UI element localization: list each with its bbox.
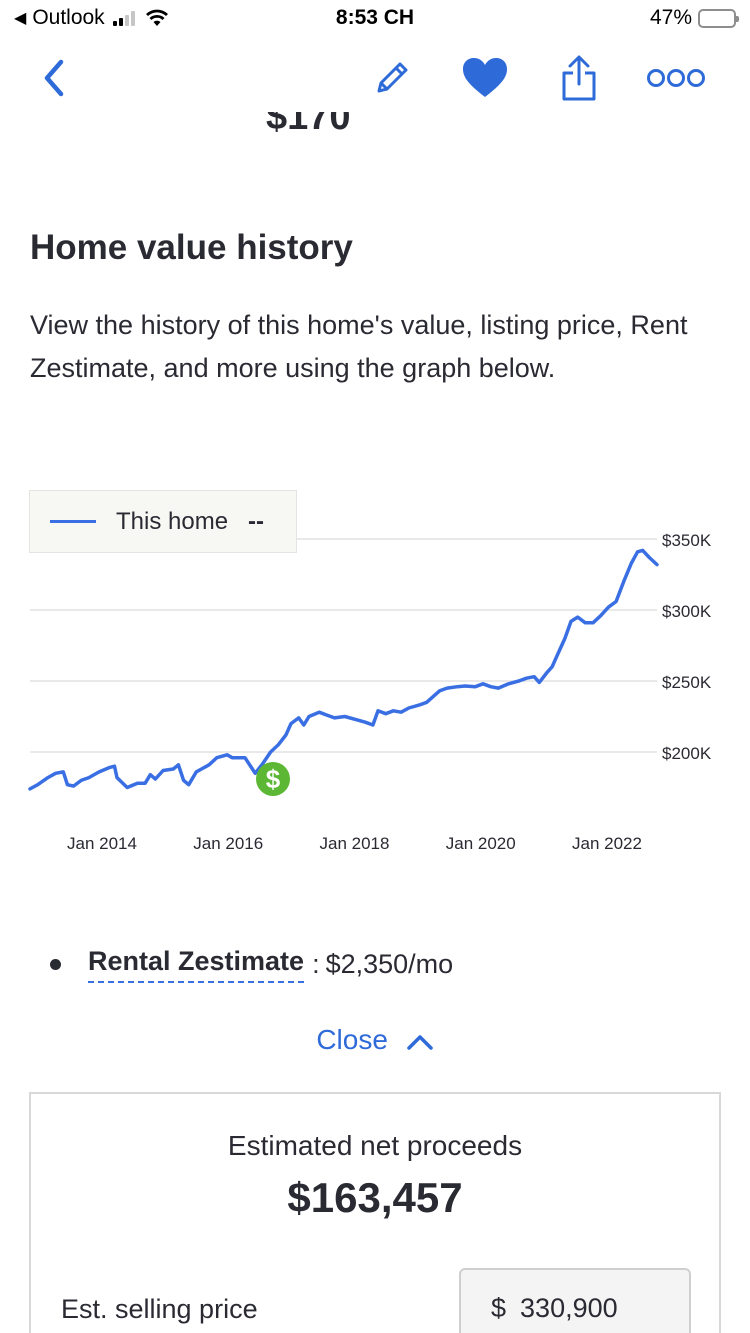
chevron-left-icon xyxy=(44,59,64,97)
x-tick-label: Jan 2014 xyxy=(67,834,137,853)
selling-price-value: 330,900 xyxy=(520,1292,618,1323)
edit-button[interactable] xyxy=(366,52,418,104)
close-label: Close xyxy=(316,1024,388,1055)
net-proceeds-value: $163,457 xyxy=(287,1174,463,1221)
status-bar: ◀ Outlook 8:53 CH 47% xyxy=(0,0,750,38)
back-to-app-icon: ◀ xyxy=(14,10,27,27)
cellular-signal-icon xyxy=(112,10,137,26)
heart-icon xyxy=(463,58,507,97)
section-title: Home value history xyxy=(30,228,353,267)
currency-symbol: $ xyxy=(491,1292,507,1323)
pencil-icon xyxy=(377,62,408,93)
x-tick-label: Jan 2016 xyxy=(193,834,263,853)
battery-icon xyxy=(698,8,739,28)
selling-price-input[interactable]: $ 330,900 xyxy=(459,1268,691,1333)
net-proceeds-title: Estimated net proceeds xyxy=(227,1130,523,1161)
x-tick-label: Jan 2022 xyxy=(572,834,642,853)
y-tick-label: $350K xyxy=(662,531,712,550)
chevron-up-icon xyxy=(406,1034,433,1050)
status-right: 47% xyxy=(649,6,739,30)
home-value-chart[interactable]: $350K $300K $250K $200K Jan 2014 Jan 2016 Jan … xyxy=(0,480,750,870)
status-time: 8:53 CH xyxy=(335,6,415,29)
y-tick-label: $300K xyxy=(662,602,712,621)
favorite-button[interactable] xyxy=(459,52,511,104)
selling-price-label: Est. selling price xyxy=(61,1294,258,1324)
legend-label: This home xyxy=(116,507,229,535)
legend-value: -- xyxy=(248,507,265,535)
close-button[interactable]: Close xyxy=(0,1024,750,1056)
back-button[interactable] xyxy=(28,52,80,104)
more-button[interactable] xyxy=(645,52,707,104)
net-proceeds-card: Estimated net proceeds $163,457 Est. sel… xyxy=(29,1092,721,1333)
chart-legend: This home -- xyxy=(29,490,297,553)
section-description: View the history of this home's value, l… xyxy=(30,310,688,383)
share-icon xyxy=(562,55,596,101)
bullet xyxy=(50,959,61,970)
y-tick-label: $250K xyxy=(662,673,712,692)
dollar-sign-glyph: $ xyxy=(266,764,281,794)
rental-zestimate-row: Rental Zestimate : $2,350/mo xyxy=(50,946,453,983)
rental-separator: : xyxy=(312,949,320,979)
status-left[interactable]: ◀ Outlook xyxy=(14,6,169,30)
legend-swatch xyxy=(50,520,96,523)
x-tick-label: Jan 2018 xyxy=(320,834,390,853)
y-tick-label: $200K xyxy=(662,744,712,763)
rental-zestimate-label[interactable]: Rental Zestimate xyxy=(88,946,305,983)
share-button[interactable] xyxy=(553,52,605,104)
x-tick-label: Jan 2020 xyxy=(446,834,516,853)
more-icon xyxy=(647,69,705,87)
back-app-label: Outlook xyxy=(32,6,105,29)
series-line-this-home xyxy=(28,548,659,791)
battery-percent: 47% xyxy=(649,6,692,29)
rental-zestimate-value: $2,350/mo xyxy=(325,949,454,979)
top-nav-bar xyxy=(0,40,750,112)
dollar-sign-icon xyxy=(256,762,290,796)
wifi-icon xyxy=(145,9,168,26)
